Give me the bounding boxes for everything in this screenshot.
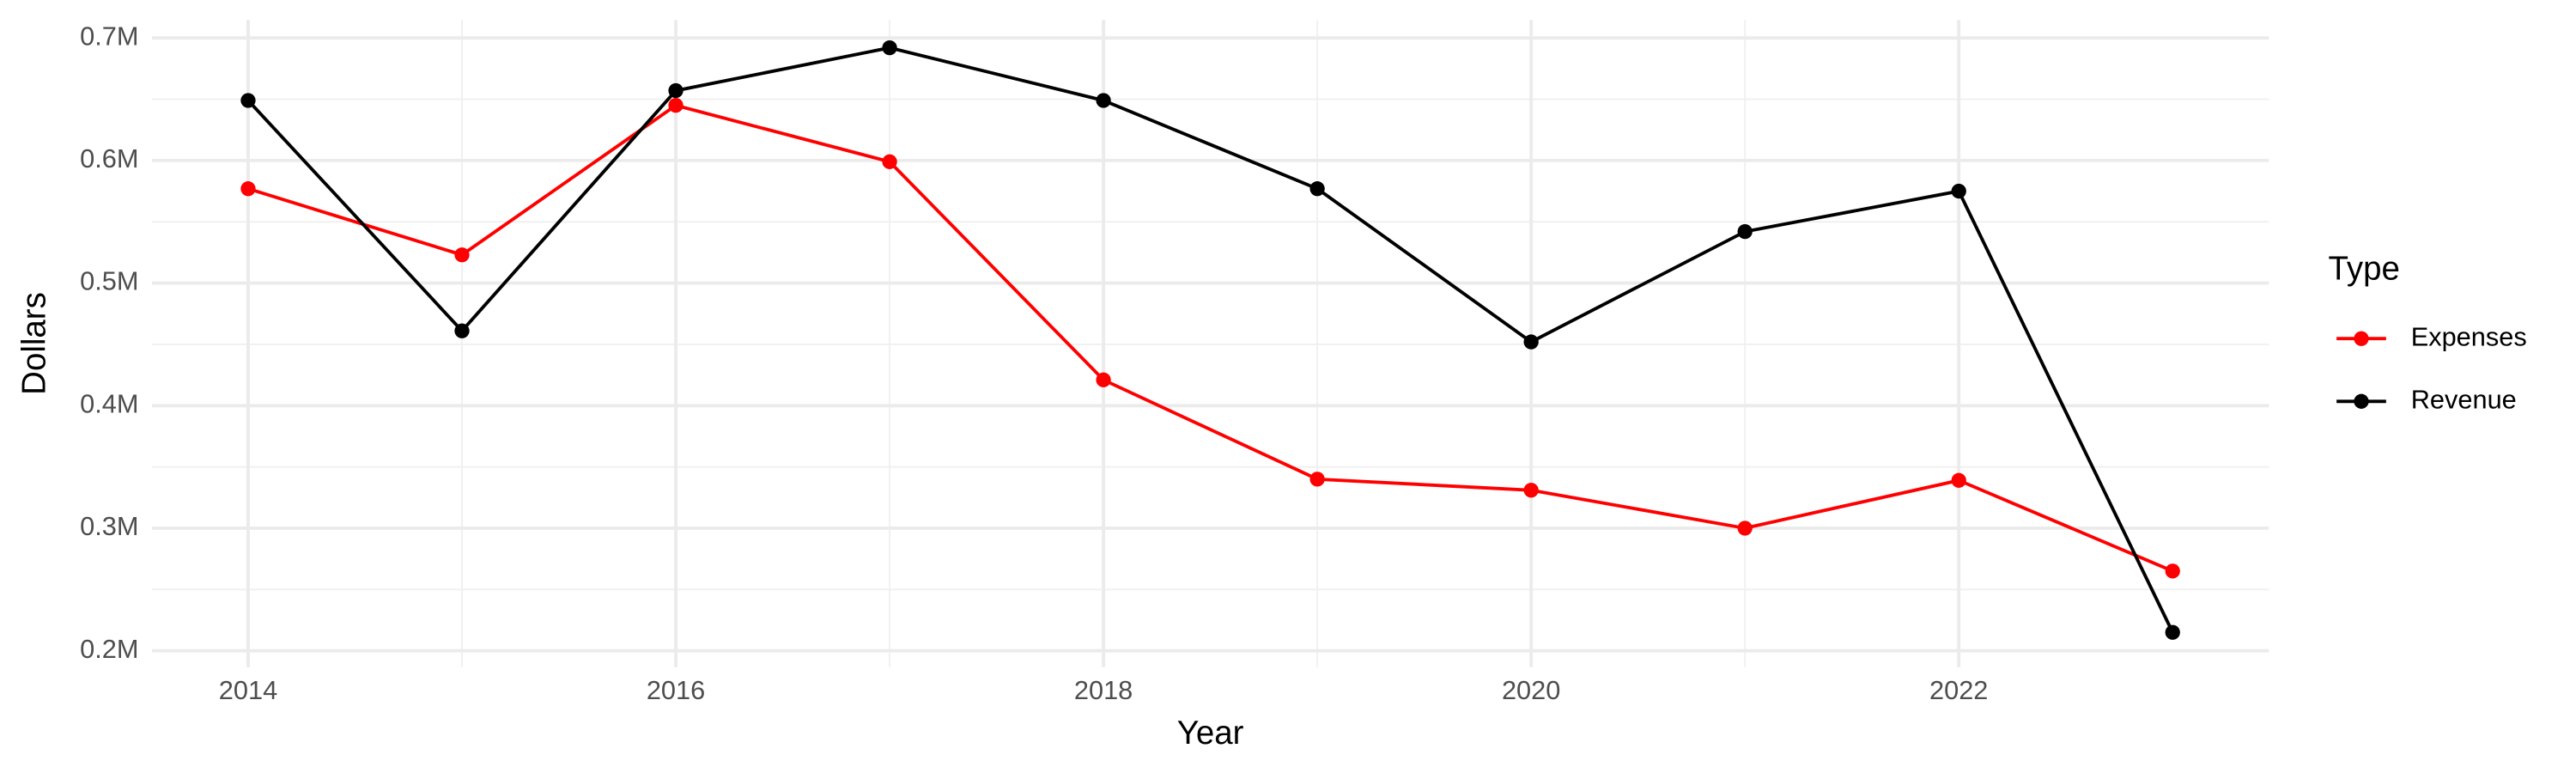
data-point <box>2165 563 2180 579</box>
y-tick-label: 0.7M <box>80 21 138 51</box>
x-tick-label: 2016 <box>647 675 705 705</box>
data-point <box>1951 472 1966 488</box>
data-point <box>454 323 470 338</box>
y-tick-label: 0.5M <box>80 266 138 296</box>
x-tick-label: 2018 <box>1074 675 1133 705</box>
data-point <box>1309 181 1325 197</box>
data-point <box>1737 223 1753 240</box>
data-point <box>1309 472 1325 487</box>
data-point <box>1523 334 1539 350</box>
data-point <box>882 154 897 169</box>
data-point <box>454 247 470 263</box>
legend-key-point <box>2354 393 2369 409</box>
data-point <box>1096 93 1111 108</box>
series-line <box>246 46 2174 634</box>
x-axis-label: Year <box>1177 715 1244 752</box>
data-point <box>1096 372 1111 387</box>
x-tick-label: 2020 <box>1502 675 1560 705</box>
y-tick-label: 0.6M <box>80 143 138 173</box>
data-point <box>240 93 256 108</box>
data-point <box>668 98 683 113</box>
data-point <box>668 82 683 99</box>
y-axis-label: Dollars <box>15 292 52 395</box>
x-tick-label: 2014 <box>219 675 277 705</box>
legend-label: Expenses <box>2411 321 2527 351</box>
legend-label: Revenue <box>2411 384 2517 414</box>
y-tick-label: 0.4M <box>80 388 138 418</box>
x-tick-label: 2022 <box>1929 675 1988 705</box>
data-point <box>882 40 897 56</box>
data-point <box>240 181 256 197</box>
y-tick-label: 0.3M <box>80 511 138 541</box>
series-line <box>247 103 2174 573</box>
data-point <box>1523 483 1539 498</box>
data-point <box>1737 520 1753 536</box>
legend-key-point <box>2354 331 2369 346</box>
data-point <box>1951 183 1966 199</box>
legend-title: Type <box>2329 251 2400 288</box>
y-tick-label: 0.2M <box>80 634 138 664</box>
data-point <box>2165 624 2180 640</box>
